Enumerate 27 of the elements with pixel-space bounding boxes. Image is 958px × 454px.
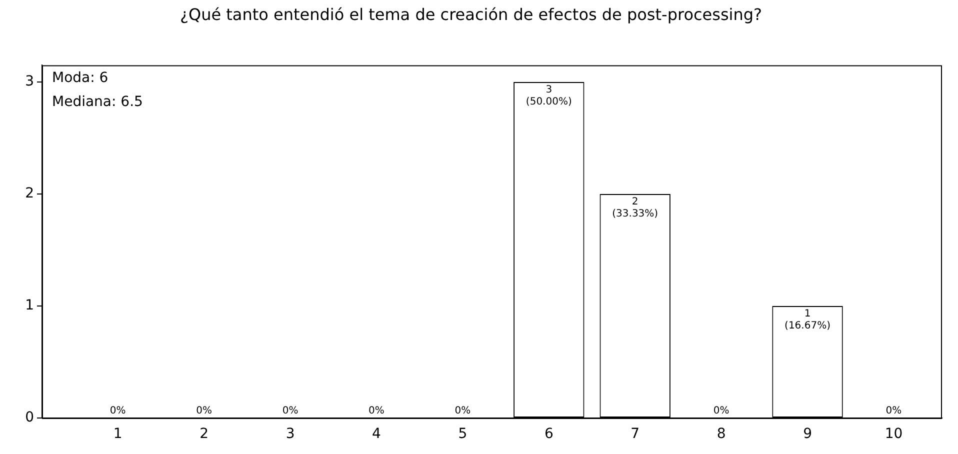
data-label: 1 (16.67%) [784,308,831,332]
x-tick-label: 7 [630,426,640,442]
x-tick-label: 1 [113,426,122,442]
y-tick-label: 1 [25,298,34,314]
data-label: 0% [368,406,384,417]
data-label: 0% [110,406,126,417]
x-tick-label: 2 [200,426,209,442]
y-tick-label: 3 [25,74,34,90]
x-tick-label: 8 [716,426,726,442]
x-tick-label: 5 [458,426,468,442]
data-label: 0% [196,406,212,417]
data-label: 0% [454,406,471,417]
annotation: Moda: 6 [52,70,108,86]
x-tick-label: 10 [884,426,903,442]
data-label: 2 (33.33%) [612,196,658,220]
y-tick-label: 2 [25,186,34,202]
chart-title: ¿Qué tanto entendió el tema de creación de efectos de post-processing? [180,4,762,24]
x-tick-label: 3 [286,426,295,442]
x-tick-label: 6 [544,426,554,442]
y-tick-label: 0 [25,410,34,426]
x-tick-label: 9 [803,426,812,442]
data-label: 0% [886,406,902,417]
annotation: Mediana: 6.5 [52,94,143,110]
data-label: 0% [713,406,730,417]
data-label: 0% [282,406,298,417]
data-label: 3 (50.00%) [526,84,572,108]
x-tick-label: 4 [372,426,382,442]
